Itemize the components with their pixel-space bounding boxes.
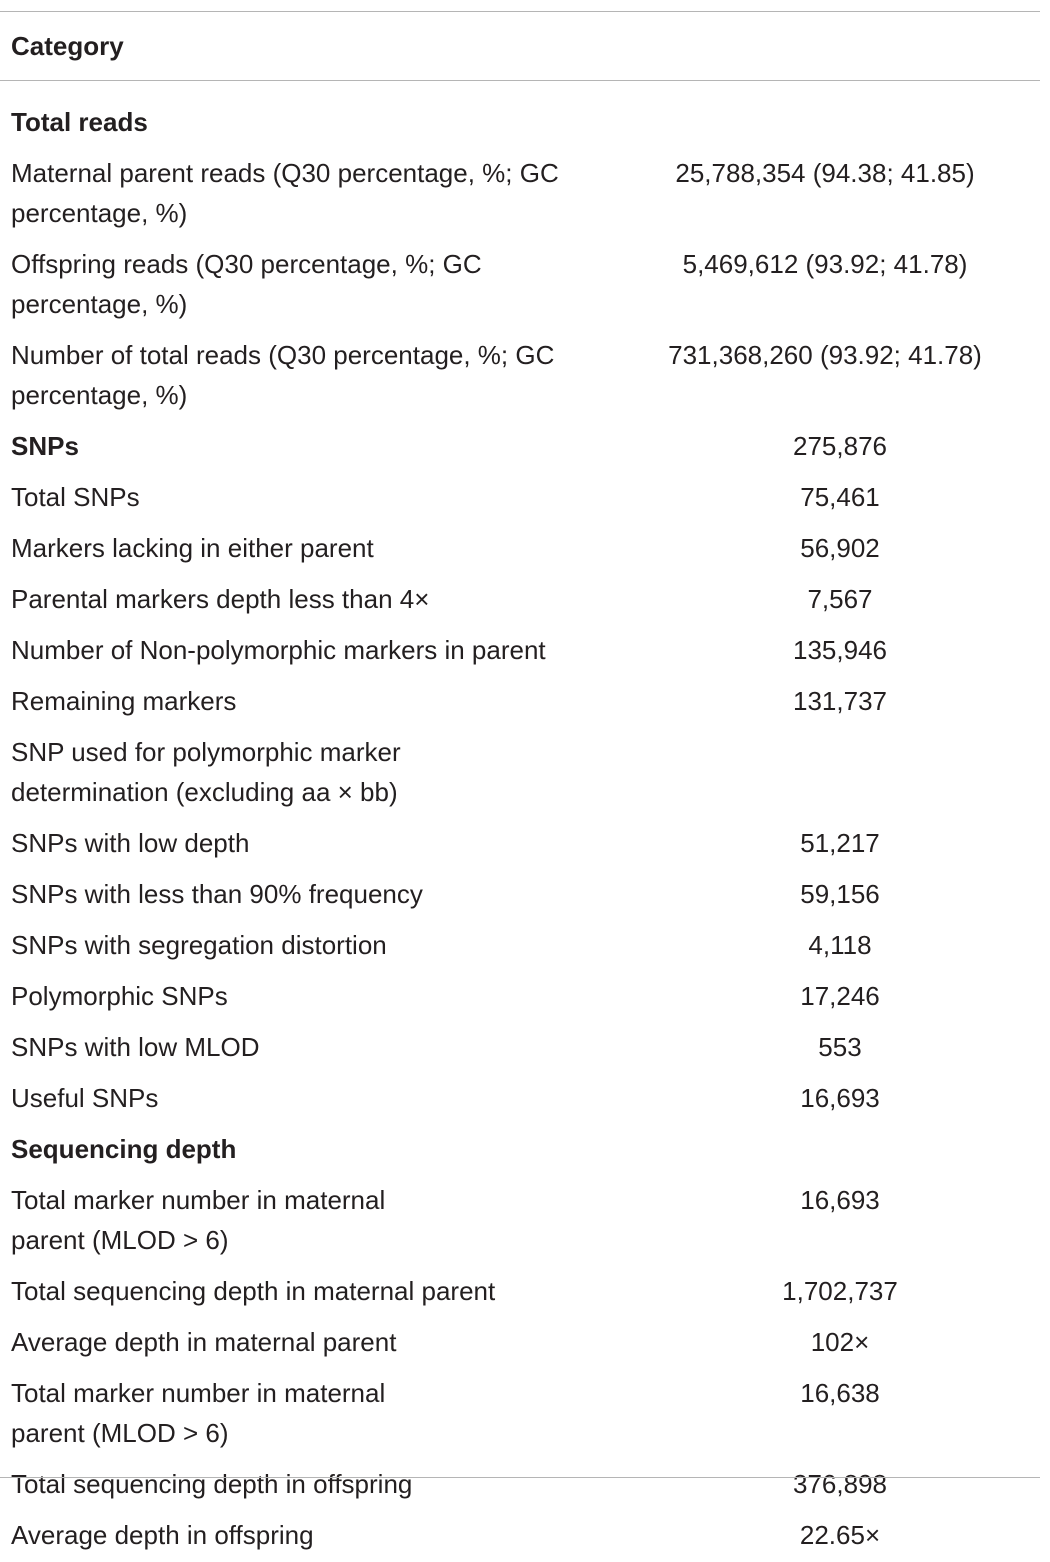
row-value: 5,469,612 (93.92; 41.78) [682,249,968,279]
row-label: Polymorphic SNPs [11,981,228,1011]
table-row: Polymorphic SNPs 17,246 [0,972,1040,1023]
row-value: 16,638 [800,1378,880,1408]
row-label: SNPs with less than 90% frequency [11,879,423,909]
row-label: Number of Non-polymorphic markers in par… [11,635,546,665]
table-row: Total marker number in maternal parent (… [0,1369,1040,1460]
section-row: Sequencing depth [0,1125,1040,1176]
section-row: Total reads [0,98,1040,149]
table-row: Average depth in maternal parent 102× [0,1318,1040,1369]
row-value: 16,693 [800,1185,880,1215]
row-label: Total marker number in maternal parent (… [11,1185,386,1255]
row-label: SNPs with low depth [11,828,250,858]
row-label: Parental markers depth less than 4× [11,584,430,614]
table-body: Total reads Maternal parent reads (Q30 pe… [0,98,1040,1562]
row-label: Total sequencing depth in offspring [11,1469,413,1499]
row-value: 7,567 [807,584,873,614]
table-row: SNPs with low depth 51,217 [0,819,1040,870]
row-label: Markers lacking in either parent [11,533,374,563]
row-label: Total marker number in maternal parent (… [11,1378,386,1448]
row-label: Number of total reads (Q30 percentage, %… [11,340,555,410]
table-row: Average depth in offspring 22.65× [0,1511,1040,1562]
table-row: SNP used for polymorphic marker determin… [0,728,1040,819]
row-value: 1,702,737 [782,1276,898,1306]
row-value: 56,902 [800,533,880,563]
row-label: Total SNPs [11,482,140,512]
bottom-rule [0,1477,1040,1478]
row-value: 553 [818,1032,862,1062]
row-value: 731,368,260 (93.92; 41.78) [668,340,982,370]
row-value: 75,461 [800,482,880,512]
table-row: Number of Non-polymorphic markers in par… [0,626,1040,677]
table-row: Remaining markers 131,737 [0,677,1040,728]
column-header-category: Category [11,31,124,61]
table-row: Markers lacking in either parent 56,902 [0,524,1040,575]
row-label: Remaining markers [11,686,237,716]
row-label: SNPs with low MLOD [11,1032,260,1062]
row-label: SNPs [11,431,79,461]
table-row: Total marker number in maternal parent (… [0,1176,1040,1267]
row-label: Maternal parent reads (Q30 percentage, %… [11,158,559,228]
header-rule [0,80,1040,81]
table-row: Total sequencing depth in offspring 376,8… [0,1460,1040,1511]
row-label: Sequencing depth [11,1134,237,1164]
table-row: Offspring reads (Q30 percentage, %; GC p… [0,240,1040,331]
row-value: 25,788,354 (94.38; 41.85) [675,158,975,188]
row-label: SNP used for polymorphic marker determin… [11,737,401,807]
table-row: SNPs with low MLOD 553 [0,1023,1040,1074]
table-row: Total sequencing depth in maternal paren… [0,1267,1040,1318]
row-label: Average depth in maternal parent [11,1327,397,1357]
row-value: 275,876 [793,431,887,461]
table-row: Useful SNPs 16,693 [0,1074,1040,1125]
row-value: 102× [810,1327,870,1357]
row-value: 16,693 [800,1083,880,1113]
row-value: 51,217 [800,828,880,858]
row-value: 17,246 [800,981,880,1011]
row-value: 376,898 [793,1469,887,1499]
top-rule [0,11,1040,12]
row-label: SNPs with segregation distortion [11,930,387,960]
table-row: SNPs with less than 90% frequency 59,156 [0,870,1040,921]
row-value: 4,118 [808,930,872,960]
table-row: Total SNPs 75,461 [0,473,1040,524]
table-row: Number of total reads (Q30 percentage, %… [0,331,1040,422]
row-label: Total sequencing depth in maternal paren… [11,1276,496,1306]
table-row: SNPs with segregation distortion 4,118 [0,921,1040,972]
row-label: Average depth in offspring [11,1520,314,1550]
row-label: Offspring reads (Q30 percentage, %; GC p… [11,249,482,319]
row-value: 59,156 [800,879,880,909]
row-value: 135,946 [793,635,887,665]
row-label: Total reads [11,107,148,137]
row-value: 22.65× [799,1520,881,1550]
row-value: 131,737 [793,686,887,716]
section-row: SNPs 275,876 [0,422,1040,473]
table-row: Parental markers depth less than 4× 7,567 [0,575,1040,626]
table-row: Maternal parent reads (Q30 percentage, %… [0,149,1040,240]
row-label: Useful SNPs [11,1083,159,1113]
